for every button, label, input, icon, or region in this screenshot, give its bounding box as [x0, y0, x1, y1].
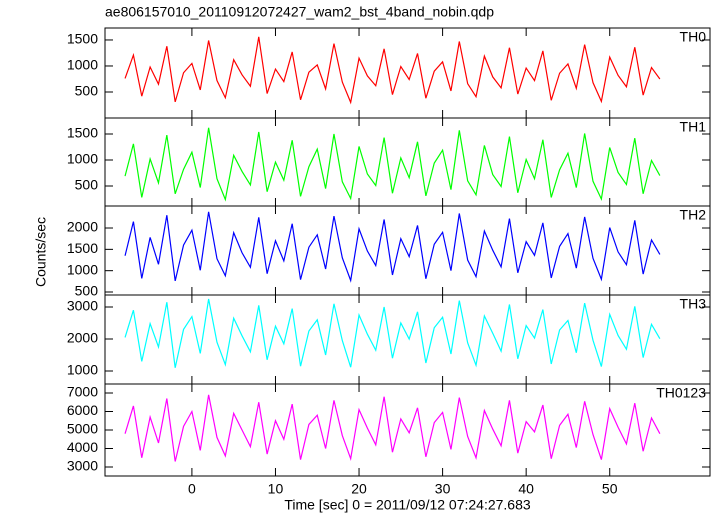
- y-tick-label: 500: [75, 83, 99, 99]
- x-tick-label: 40: [518, 481, 534, 497]
- y-tick-label: 1500: [67, 240, 98, 256]
- panel-frame: [104, 294, 711, 385]
- legend-label: TH2: [680, 207, 707, 223]
- data-line: [124, 394, 661, 462]
- y-tick-label: 6000: [67, 402, 98, 418]
- data-line: [124, 127, 661, 202]
- panel-frame: [104, 27, 711, 119]
- y-tick-label: 1000: [67, 151, 98, 167]
- x-tick-label: 50: [602, 481, 618, 497]
- y-tick-label: 5000: [67, 421, 98, 437]
- y-tick-label: 1500: [67, 125, 98, 141]
- panel-frame: [104, 117, 711, 207]
- y-tick-label: 500: [75, 177, 99, 193]
- legend-label: TH3: [680, 296, 707, 312]
- data-line: [124, 36, 661, 105]
- y-tick-label: 1000: [67, 362, 98, 378]
- y-tick-label: 1500: [67, 31, 98, 47]
- y-tick-label: 7000: [67, 384, 98, 400]
- y-tick-label: 500: [75, 283, 99, 299]
- y-tick-label: 4000: [67, 439, 98, 455]
- y-tick-label: 3000: [67, 298, 98, 314]
- x-tick-label: 10: [268, 481, 284, 497]
- x-tick-label: 20: [351, 481, 367, 497]
- y-tick-label: 2000: [67, 219, 98, 235]
- y-tick-label: 1000: [67, 261, 98, 277]
- x-tick-label: 0: [188, 481, 196, 497]
- legend-label: TH0123: [656, 385, 706, 401]
- y-tick-label: 1000: [67, 57, 98, 73]
- x-tick-label: 30: [435, 481, 451, 497]
- data-line: [124, 298, 661, 368]
- legend-label: TH1: [680, 119, 707, 135]
- chart-title: ae806157010_20110912072427_wam2_bst_4ban…: [105, 4, 494, 20]
- y-tick-label: 2000: [67, 330, 98, 346]
- data-line: [124, 211, 661, 283]
- y-axis-label: Counts/sec: [33, 217, 49, 287]
- y-tick-label: 3000: [67, 458, 98, 474]
- legend-label: TH0: [680, 29, 707, 45]
- x-axis-label: Time [sec] 0 = 2011/09/12 07:24:27.683: [284, 497, 531, 513]
